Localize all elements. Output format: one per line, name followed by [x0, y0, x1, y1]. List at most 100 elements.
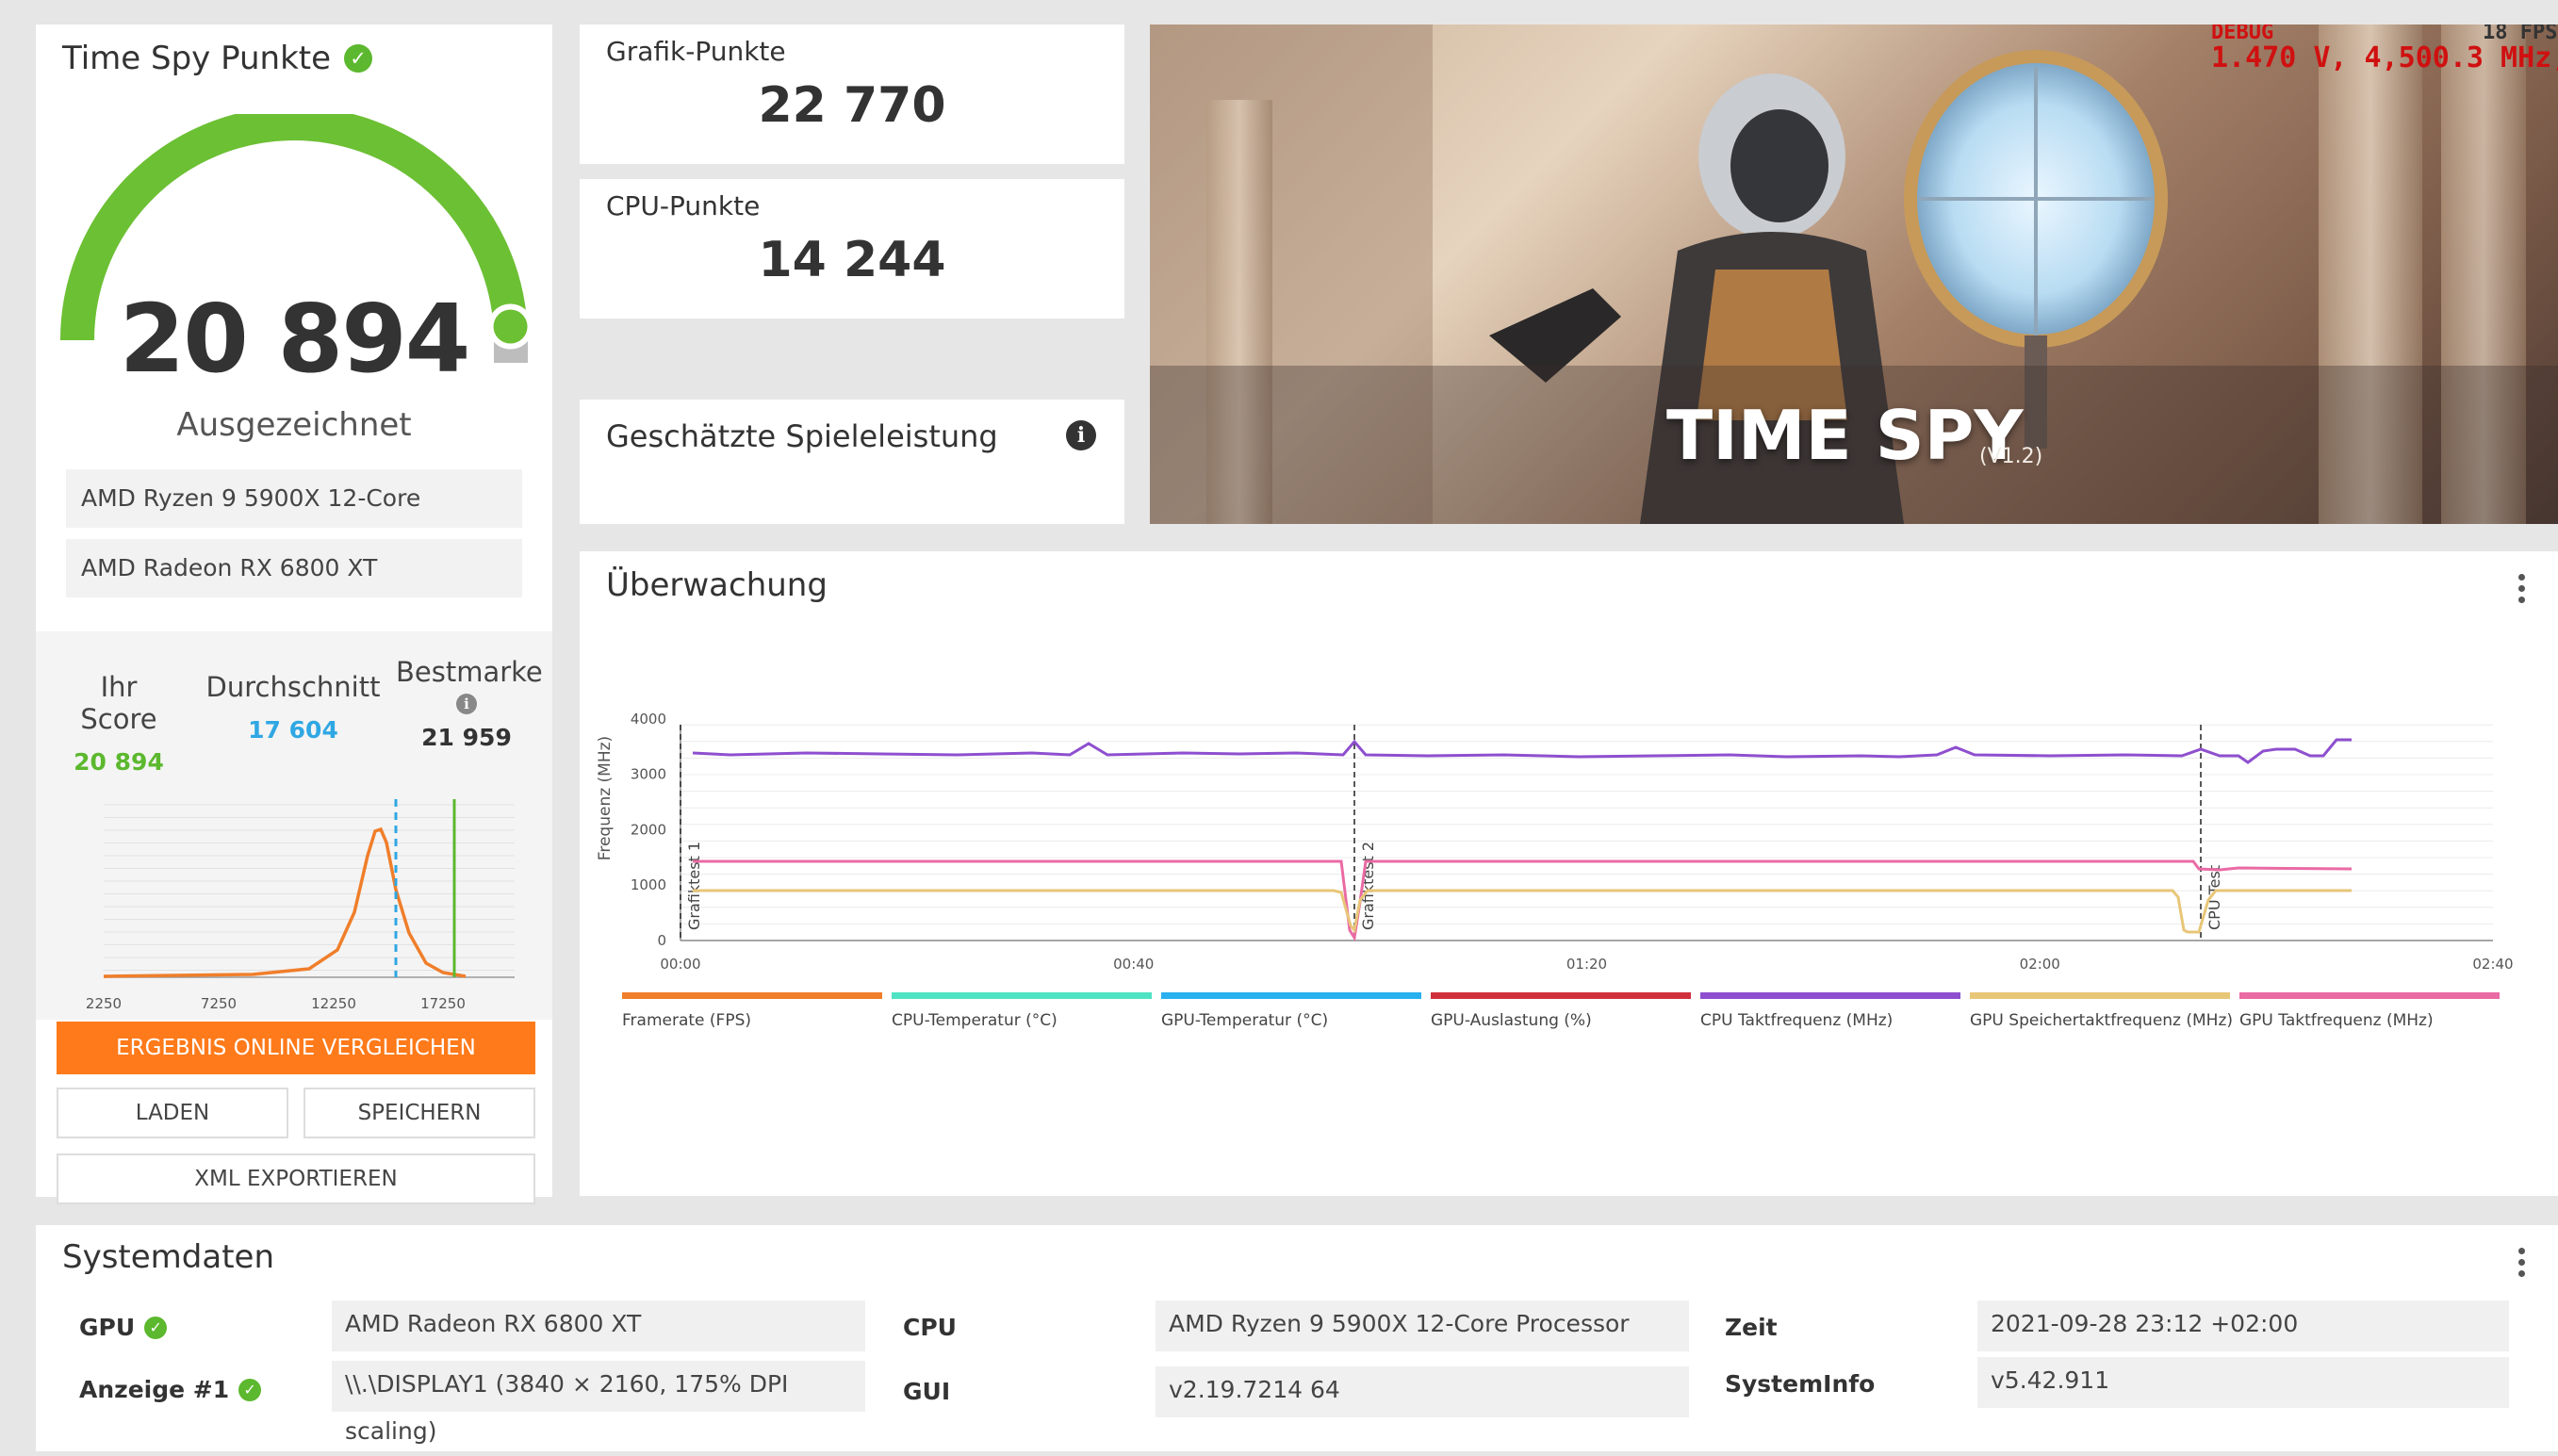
score-panel: Time Spy Punkte ✓ 20 894 Ausgezeichnet A… — [36, 25, 552, 1204]
gpu-clock-series — [693, 859, 2353, 942]
cpu-value: AMD Ryzen 9 5900X 12-Core Processor — [1156, 1301, 1689, 1351]
average-label: Durchschnitt — [205, 671, 381, 703]
legend-label[interactable]: GPU-Auslastung (%) — [1431, 1011, 1592, 1030]
cpu-score-card: CPU-Punkte 14 244 — [580, 179, 1124, 319]
your-score-column: Ihr Score 20 894 — [62, 671, 175, 776]
histogram-tick: 7250 — [201, 995, 237, 1012]
save-button[interactable]: SPEICHERN — [303, 1088, 535, 1138]
x-tick-label: 01:20 — [1566, 956, 1607, 973]
score-title: Time Spy Punkte ✓ — [62, 40, 373, 77]
your-score-value: 20 894 — [74, 748, 164, 776]
cpu-label: CPU — [903, 1314, 957, 1341]
cpu-score-label: CPU-Punkte — [606, 190, 761, 221]
legend-swatch[interactable] — [2239, 992, 2500, 999]
best-value: 21 959 — [421, 724, 512, 751]
gpu-memory-clock-series — [693, 889, 2352, 934]
legend-label[interactable]: GPU Taktfrequenz (MHz) — [2239, 1011, 2434, 1030]
gpu-label: GPU ✓ — [79, 1314, 168, 1341]
average-column: Durchschnitt 17 604 — [204, 671, 383, 744]
load-button[interactable]: LADEN — [57, 1088, 288, 1138]
compare-online-button[interactable]: ERGEBNIS ONLINE VERGLEICHEN — [57, 1022, 535, 1074]
game-performance-card: Geschätzte Spieleleistung i — [580, 400, 1124, 524]
monitoring-chart: Frequenz (MHz) 0 1000 2000 3000 4000 00:00 00… — [596, 711, 2514, 1030]
histogram-tick: 17250 — [420, 995, 466, 1012]
legend-swatch[interactable] — [1700, 992, 1960, 999]
x-tick-label: 00:40 — [1113, 956, 1154, 973]
main-score: 20 894 — [119, 284, 471, 394]
game-performance-title: Geschätzte Spieleleistung — [606, 418, 998, 454]
legend-label[interactable]: CPU Taktfrequenz (MHz) — [1700, 1011, 1893, 1030]
legend-label[interactable]: CPU-Temperatur (°C) — [892, 1011, 1058, 1030]
phase-label: CPU Test — [2205, 865, 2223, 930]
info-icon[interactable]: i — [456, 694, 477, 714]
legend-swatch[interactable] — [892, 992, 1152, 999]
info-icon[interactable]: i — [1066, 420, 1096, 450]
system-data-panel: Systemdaten GPU ✓ AMD Radeon RX 6800 XT … — [36, 1225, 2558, 1451]
y-tick-label: 1000 — [631, 876, 666, 893]
y-tick-label: 0 — [657, 932, 666, 949]
more-options-icon[interactable] — [2518, 574, 2526, 608]
score-comparison: Ihr Score 20 894 Durchschnitt 17 604 Bes… — [36, 631, 552, 1020]
monitoring-panel: Überwachung Frequenz (MHz) 0 1000 2000 3000… — [580, 551, 2558, 1196]
x-tick-label: 00:00 — [660, 956, 700, 973]
phase-label: Grafiktest 1 — [685, 842, 703, 930]
cpu-name: AMD Ryzen 9 5900X 12-Core Processor — [66, 469, 522, 570]
export-xml-button[interactable]: XML EXPORTIEREN — [57, 1153, 535, 1204]
cpu-clock-series — [692, 738, 2352, 764]
score-histogram: 2250 7250 12250 17250 — [86, 799, 515, 1012]
legend-label[interactable]: GPU Speichertaktfrequenz (MHz) — [1970, 1011, 2233, 1030]
sysinfo-value: v5.42.911 — [1977, 1357, 2509, 1408]
gauge-fill — [60, 114, 528, 341]
verified-check-icon: ✓ — [344, 44, 373, 73]
system-data-title: Systemdaten — [62, 1238, 275, 1276]
osd-voltage-readout: 1.470 V, 4,500.3 MHz, 3 — [2211, 41, 2558, 74]
osd-fps-readout: 18 FPS — [2483, 25, 2558, 44]
banner-title: TIME SPY — [1666, 396, 2024, 475]
gpu-value: AMD Radeon RX 6800 XT — [332, 1301, 865, 1351]
legend-label[interactable]: Framerate (FPS) — [622, 1011, 751, 1030]
phase-label: Grafiktest 2 — [1359, 842, 1377, 930]
verified-check-icon: ✓ — [238, 1378, 262, 1401]
histogram-tick: 2250 — [86, 995, 122, 1012]
cpu-score-value: 14 244 — [758, 232, 946, 288]
banner-version: (V1.2) — [1979, 445, 2043, 468]
y-tick-label: 4000 — [631, 711, 666, 728]
best-column: Bestmarke i 21 959 — [396, 656, 543, 751]
score-title-label: Time Spy Punkte — [62, 40, 332, 77]
banner-artwork — [1150, 25, 2558, 524]
x-tick-label: 02:40 — [2472, 956, 2513, 973]
display-value: \\.\DISPLAY1 (3840 × 2160, 175% DPI scal… — [332, 1361, 865, 1445]
sysinfo-label: SystemInfo — [1725, 1370, 1876, 1398]
gui-label: GUI — [903, 1378, 951, 1405]
graphics-score-value: 22 770 — [758, 77, 946, 134]
legend-swatch[interactable] — [622, 992, 882, 999]
average-value: 17 604 — [248, 716, 338, 744]
gpu-label-text: GPU — [79, 1314, 136, 1341]
graphics-score-card: Grafik-Punkte 22 770 — [580, 25, 1124, 164]
legend-swatch[interactable] — [1161, 992, 1421, 999]
y-tick-label: 3000 — [631, 766, 666, 783]
mirror-artwork — [1904, 50, 2168, 449]
gui-value: v2.19.7214 64 — [1156, 1366, 1689, 1417]
monitoring-title: Überwachung — [606, 566, 828, 604]
graphics-score-label: Grafik-Punkte — [606, 36, 786, 67]
histogram-curve — [103, 826, 467, 978]
legend-label[interactable]: GPU-Temperatur (°C) — [1161, 1011, 1328, 1030]
legend-swatch[interactable] — [1431, 992, 1691, 999]
histogram-tick: 12250 — [311, 995, 356, 1012]
display-label-text: Anzeige #1 — [79, 1376, 230, 1403]
time-value: 2021-09-28 23:12 +02:00 — [1977, 1301, 2509, 1351]
robot-figure-artwork — [1489, 74, 1904, 524]
best-label: Bestmarke — [396, 656, 543, 688]
display-label: Anzeige #1 ✓ — [79, 1376, 262, 1403]
y-tick-label: 2000 — [631, 821, 666, 838]
your-score-label: Ihr Score — [80, 671, 157, 735]
gauge-marker — [487, 303, 533, 350]
gpu-name: AMD Radeon RX 6800 XT — [66, 539, 522, 597]
more-options-icon[interactable] — [2518, 1248, 2526, 1282]
osd-debug-label: DEBUG — [2211, 25, 2274, 44]
legend-swatch[interactable] — [1970, 992, 2230, 999]
time-label: Zeit — [1725, 1314, 1778, 1341]
verified-check-icon: ✓ — [144, 1316, 168, 1339]
x-tick-label: 02:00 — [2020, 956, 2060, 973]
